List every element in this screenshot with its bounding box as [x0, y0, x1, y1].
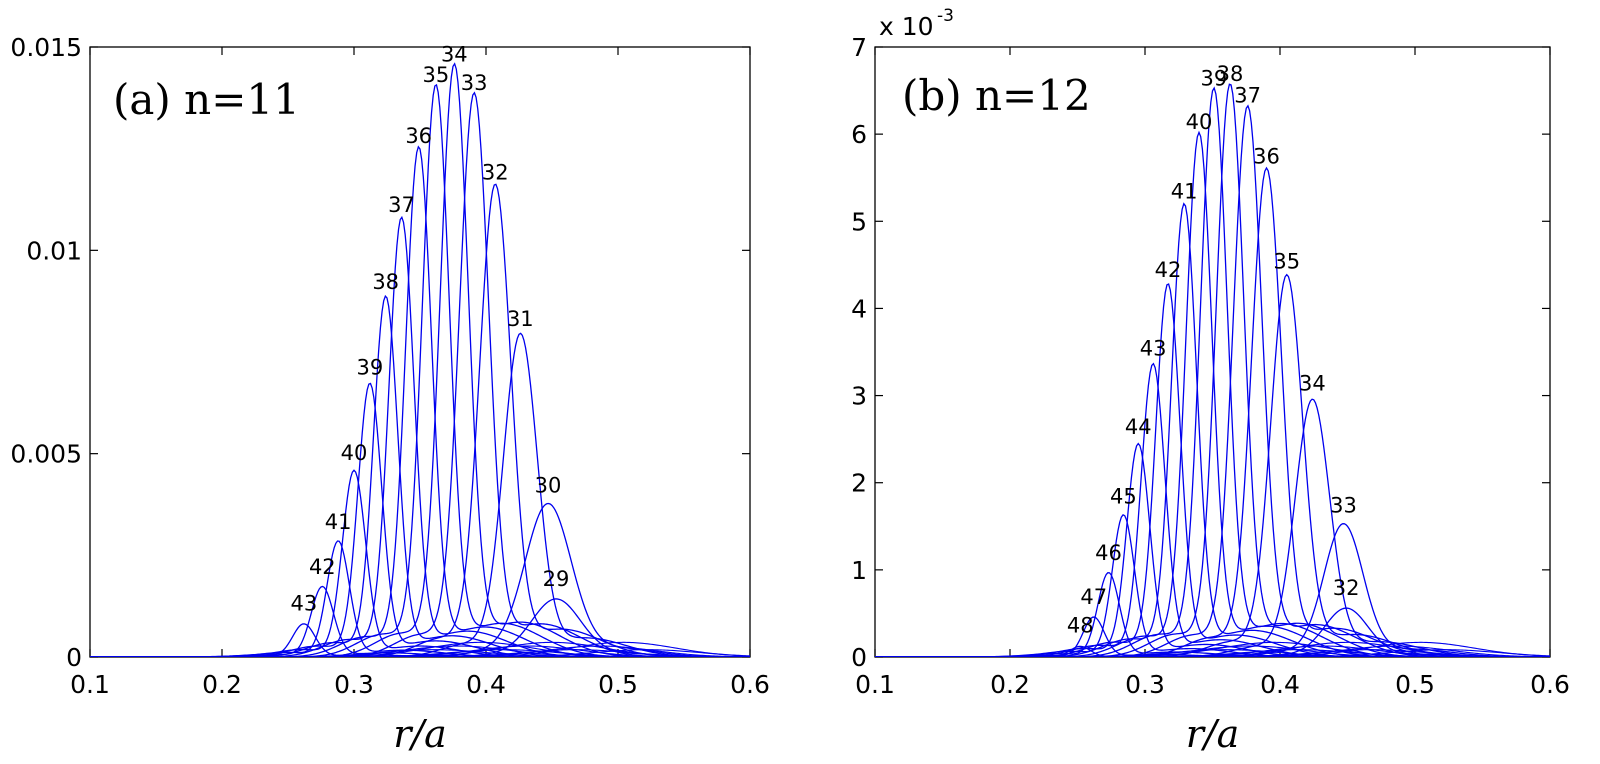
peak-label-46: 46 [1095, 541, 1122, 565]
peak-label-39: 39 [1200, 66, 1227, 90]
series-line-35 [90, 83, 750, 657]
x-tick-label: 0.6 [730, 670, 770, 699]
x-tick-label: 0.1 [855, 670, 895, 699]
series-line-44 [875, 442, 1550, 657]
series-line-38 [90, 294, 750, 657]
peak-label-41: 41 [1171, 180, 1198, 204]
y-tick-label: 2 [851, 469, 867, 498]
x-tick-label: 0.1 [70, 670, 110, 699]
background-mode-line [90, 645, 750, 657]
peak-label-39: 39 [356, 356, 383, 380]
panel-title: (a) n=11 [113, 75, 300, 124]
series-line-36 [875, 166, 1550, 657]
series-line-41 [90, 540, 750, 657]
peak-label-30: 30 [535, 474, 562, 498]
peak-label-42: 42 [1155, 258, 1182, 282]
peak-label-36: 36 [405, 124, 432, 148]
x-tick-label: 0.3 [334, 670, 374, 699]
peak-label-35: 35 [422, 63, 449, 87]
peak-label-43: 43 [290, 591, 317, 615]
y-tick-label: 4 [851, 294, 867, 323]
peak-label-29: 29 [543, 567, 570, 591]
peak-label-43: 43 [1140, 336, 1167, 360]
peak-label-45: 45 [1110, 485, 1137, 509]
y-exponent-power: -3 [937, 6, 954, 26]
peak-label-47: 47 [1080, 585, 1107, 609]
peak-label-36: 36 [1253, 145, 1280, 169]
peak-label-40: 40 [1186, 110, 1213, 134]
peak-label-33: 33 [1330, 493, 1357, 517]
peak-label-34: 34 [1299, 371, 1326, 395]
x-tick-label: 0.6 [1530, 670, 1570, 699]
peak-label-37: 37 [388, 193, 415, 217]
x-tick-label: 0.4 [466, 670, 506, 699]
curves [90, 62, 750, 657]
peak-label-38: 38 [1217, 62, 1244, 86]
series-line-42 [875, 283, 1550, 657]
peak-label-48: 48 [1067, 614, 1094, 638]
peak-label-44: 44 [1125, 415, 1152, 439]
x-axis-label: r/a [1186, 712, 1240, 756]
peak-label-37: 37 [1234, 84, 1261, 108]
y-tick-label: 1 [851, 556, 867, 585]
y-tick-label: 0 [851, 643, 867, 672]
chart-panel-a: 0.1 0.2 0.3 0.4 0.5 0.6 0 0.005 0.01 0.015 43 42 41 4… [10, 33, 769, 756]
y-tick-label: 0 [66, 643, 82, 672]
peak-label-38: 38 [372, 270, 399, 294]
background-mode-line [90, 649, 750, 657]
series-line-41 [875, 202, 1550, 657]
y-tick-label: 0.01 [26, 236, 82, 265]
y-tick-label: 0.005 [10, 440, 82, 469]
series-line-34 [875, 398, 1550, 657]
peak-label-34: 34 [441, 42, 468, 66]
series-line-37 [90, 215, 750, 657]
x-tick-label: 0.5 [598, 670, 638, 699]
y-tick-label: 6 [851, 120, 867, 149]
peak-label-33: 33 [461, 71, 488, 95]
peak-label-41: 41 [325, 510, 352, 534]
series-line-40 [875, 130, 1550, 657]
series-line-38 [875, 83, 1550, 657]
background-mode-line [875, 645, 1550, 657]
x-tick-label: 0.2 [990, 670, 1030, 699]
series-line-43 [875, 362, 1550, 657]
background-mode-line [875, 649, 1550, 657]
peak-label-32: 32 [1333, 576, 1360, 600]
x-tick-label: 0.3 [1125, 670, 1165, 699]
series-line-36 [90, 145, 750, 657]
x-tick-label: 0.2 [202, 670, 242, 699]
panel-title: (b) n=12 [902, 71, 1091, 120]
y-tick-label: 7 [851, 33, 867, 62]
series-line-45 [875, 513, 1550, 657]
series-line-39 [875, 86, 1550, 657]
y-tick-label: 3 [851, 382, 867, 411]
x-axis-label: r/a [393, 712, 447, 756]
background-mode-line [90, 649, 750, 657]
peak-label-42: 42 [309, 555, 336, 579]
x-tick-label: 0.4 [1260, 670, 1300, 699]
peak-label-31: 31 [507, 307, 534, 331]
curves [875, 83, 1550, 657]
background-mode-line [875, 649, 1550, 657]
series-line-39 [90, 382, 750, 657]
peak-label-40: 40 [341, 441, 368, 465]
series-line-32 [90, 183, 750, 657]
peak-label-35: 35 [1273, 249, 1300, 273]
y-tick-label: 0.015 [10, 33, 82, 62]
x-tick-label: 0.5 [1395, 670, 1435, 699]
peak-label-32: 32 [482, 160, 509, 184]
y-tick-label: 5 [851, 207, 867, 236]
y-exponent-label: x 10 [879, 12, 934, 41]
